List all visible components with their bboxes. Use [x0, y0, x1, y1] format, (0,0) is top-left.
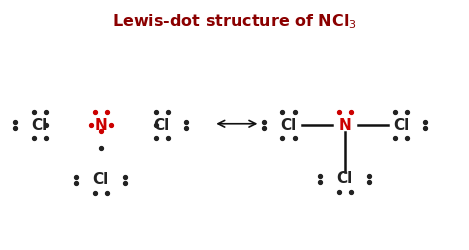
- Text: N: N: [338, 118, 351, 132]
- Text: Cl: Cl: [337, 171, 353, 186]
- Text: Cl: Cl: [32, 118, 48, 132]
- Text: Cl: Cl: [280, 118, 296, 132]
- Text: Cl: Cl: [393, 118, 409, 132]
- Text: Cl: Cl: [93, 172, 109, 188]
- Text: N: N: [94, 118, 107, 132]
- Text: Lewis-dot structure of NCl$_3$: Lewis-dot structure of NCl$_3$: [112, 12, 357, 31]
- Text: Cl: Cl: [154, 118, 170, 132]
- FancyArrowPatch shape: [218, 120, 256, 127]
